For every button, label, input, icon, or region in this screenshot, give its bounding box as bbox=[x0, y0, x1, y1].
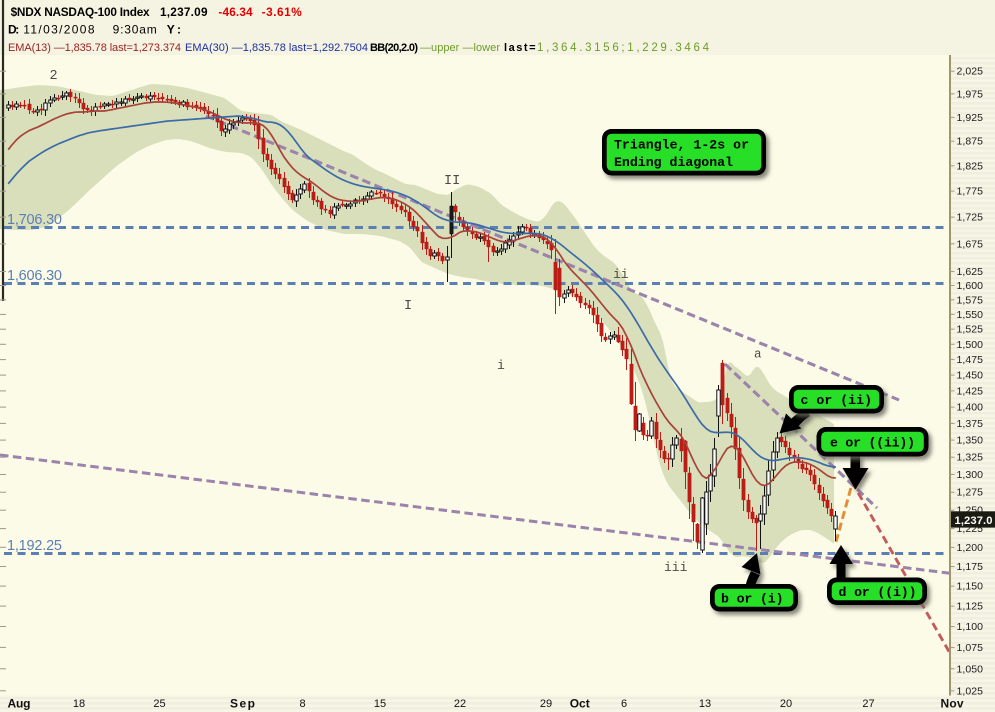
svg-text:1,050: 1,050 bbox=[957, 663, 984, 675]
svg-text:1,125: 1,125 bbox=[957, 601, 984, 613]
svg-text:15: 15 bbox=[374, 698, 386, 710]
svg-text:1,325: 1,325 bbox=[957, 452, 984, 464]
svg-text:1,025: 1,025 bbox=[957, 685, 984, 697]
svg-text:d or ((i)): d or ((i)) bbox=[839, 585, 917, 600]
svg-text:EMA(13) —1,835.78 last=1,273.3: EMA(13) —1,835.78 last=1,273.374 bbox=[8, 42, 181, 54]
svg-text:1,100: 1,100 bbox=[957, 621, 984, 633]
svg-text:1,725: 1,725 bbox=[957, 212, 984, 224]
svg-text:D:: D: bbox=[8, 23, 19, 37]
svg-text:iii: iii bbox=[664, 560, 688, 575]
svg-text:1,375: 1,375 bbox=[957, 418, 984, 430]
svg-text:1,500: 1,500 bbox=[957, 339, 984, 351]
svg-text:27: 27 bbox=[862, 698, 874, 710]
svg-text:I: I bbox=[404, 299, 412, 314]
svg-text:II: II bbox=[444, 174, 460, 189]
svg-text:1,975: 1,975 bbox=[957, 88, 984, 100]
svg-text:1,275: 1,275 bbox=[957, 487, 984, 499]
svg-text:1,825: 1,825 bbox=[957, 160, 984, 172]
svg-text:Sep: Sep bbox=[230, 697, 255, 711]
svg-text:1,450: 1,450 bbox=[957, 370, 984, 382]
svg-text:ii: ii bbox=[613, 267, 629, 282]
svg-text:a: a bbox=[754, 348, 762, 362]
svg-text:1,575: 1,575 bbox=[957, 294, 984, 306]
svg-text:1,400: 1,400 bbox=[957, 402, 984, 414]
svg-text:1,364.3156;1,229.3464: 1,364.3156;1,229.3464 bbox=[537, 42, 710, 54]
svg-text:1,150: 1,150 bbox=[957, 581, 984, 593]
svg-text:1,475: 1,475 bbox=[957, 354, 984, 366]
svg-text:Y:: Y: bbox=[167, 23, 181, 37]
svg-text:1,600: 1,600 bbox=[957, 280, 984, 292]
svg-text:1,237.0: 1,237.0 bbox=[955, 515, 993, 527]
svg-text:BB(20,2.0): BB(20,2.0) bbox=[370, 42, 418, 54]
svg-text:18: 18 bbox=[73, 698, 85, 710]
svg-text:1,606.30: 1,606.30 bbox=[7, 268, 62, 284]
svg-text:1,875: 1,875 bbox=[957, 136, 984, 148]
svg-text:9:30am: 9:30am bbox=[113, 23, 157, 37]
svg-text:Oct: Oct bbox=[570, 697, 590, 711]
svg-text:-46.34: -46.34 bbox=[218, 5, 253, 19]
svg-text:11/03/2008: 11/03/2008 bbox=[23, 23, 95, 37]
svg-text:22: 22 bbox=[454, 698, 466, 710]
svg-text:1,425: 1,425 bbox=[957, 385, 984, 397]
svg-text:last=: last= bbox=[504, 42, 536, 54]
svg-text:Aug: Aug bbox=[8, 697, 31, 711]
svg-text:1,300: 1,300 bbox=[957, 469, 984, 481]
svg-text:$NDX NASDAQ-100 Index: $NDX NASDAQ-100 Index bbox=[11, 5, 150, 19]
svg-text:EMA(30) —1,835.78 last=1,292.7: EMA(30) —1,835.78 last=1,292.7504 bbox=[185, 42, 368, 54]
svg-text:2,025: 2,025 bbox=[957, 66, 984, 78]
svg-text:1,525: 1,525 bbox=[957, 324, 984, 336]
svg-text:1,075: 1,075 bbox=[957, 642, 984, 654]
svg-text:1,550: 1,550 bbox=[957, 309, 984, 321]
svg-text:1,350: 1,350 bbox=[957, 435, 984, 447]
svg-text:-3.61%: -3.61% bbox=[262, 5, 303, 19]
svg-text:c or (ii): c or (ii) bbox=[801, 393, 873, 408]
svg-text:1,775: 1,775 bbox=[957, 186, 984, 198]
svg-text:b or (i): b or (i) bbox=[721, 592, 784, 607]
svg-text:i: i bbox=[497, 358, 505, 373]
svg-text:1,925: 1,925 bbox=[957, 112, 984, 124]
svg-text:—upper —lower: —upper —lower bbox=[420, 42, 500, 54]
svg-text:29: 29 bbox=[540, 698, 552, 710]
svg-text:1,675: 1,675 bbox=[957, 238, 984, 250]
svg-text:6: 6 bbox=[621, 698, 627, 710]
svg-text:1,706.30: 1,706.30 bbox=[7, 212, 62, 228]
svg-text:1,175: 1,175 bbox=[957, 561, 984, 573]
svg-text:2: 2 bbox=[50, 69, 58, 84]
svg-text:25: 25 bbox=[153, 698, 165, 710]
svg-text:1,625: 1,625 bbox=[957, 266, 984, 278]
svg-text:20: 20 bbox=[780, 698, 792, 710]
svg-text:Ending diagonal: Ending diagonal bbox=[614, 155, 733, 170]
svg-text:e or ((ii)): e or ((ii)) bbox=[830, 436, 915, 451]
svg-text:Nov: Nov bbox=[941, 697, 964, 711]
svg-text:Triangle, 1-2s or: Triangle, 1-2s or bbox=[614, 137, 749, 152]
svg-text:1,192.25: 1,192.25 bbox=[7, 538, 62, 554]
svg-text:13: 13 bbox=[699, 698, 711, 710]
svg-text:8: 8 bbox=[299, 698, 305, 710]
svg-text:1,237.09: 1,237.09 bbox=[160, 5, 208, 19]
svg-text:1,200: 1,200 bbox=[957, 542, 984, 554]
